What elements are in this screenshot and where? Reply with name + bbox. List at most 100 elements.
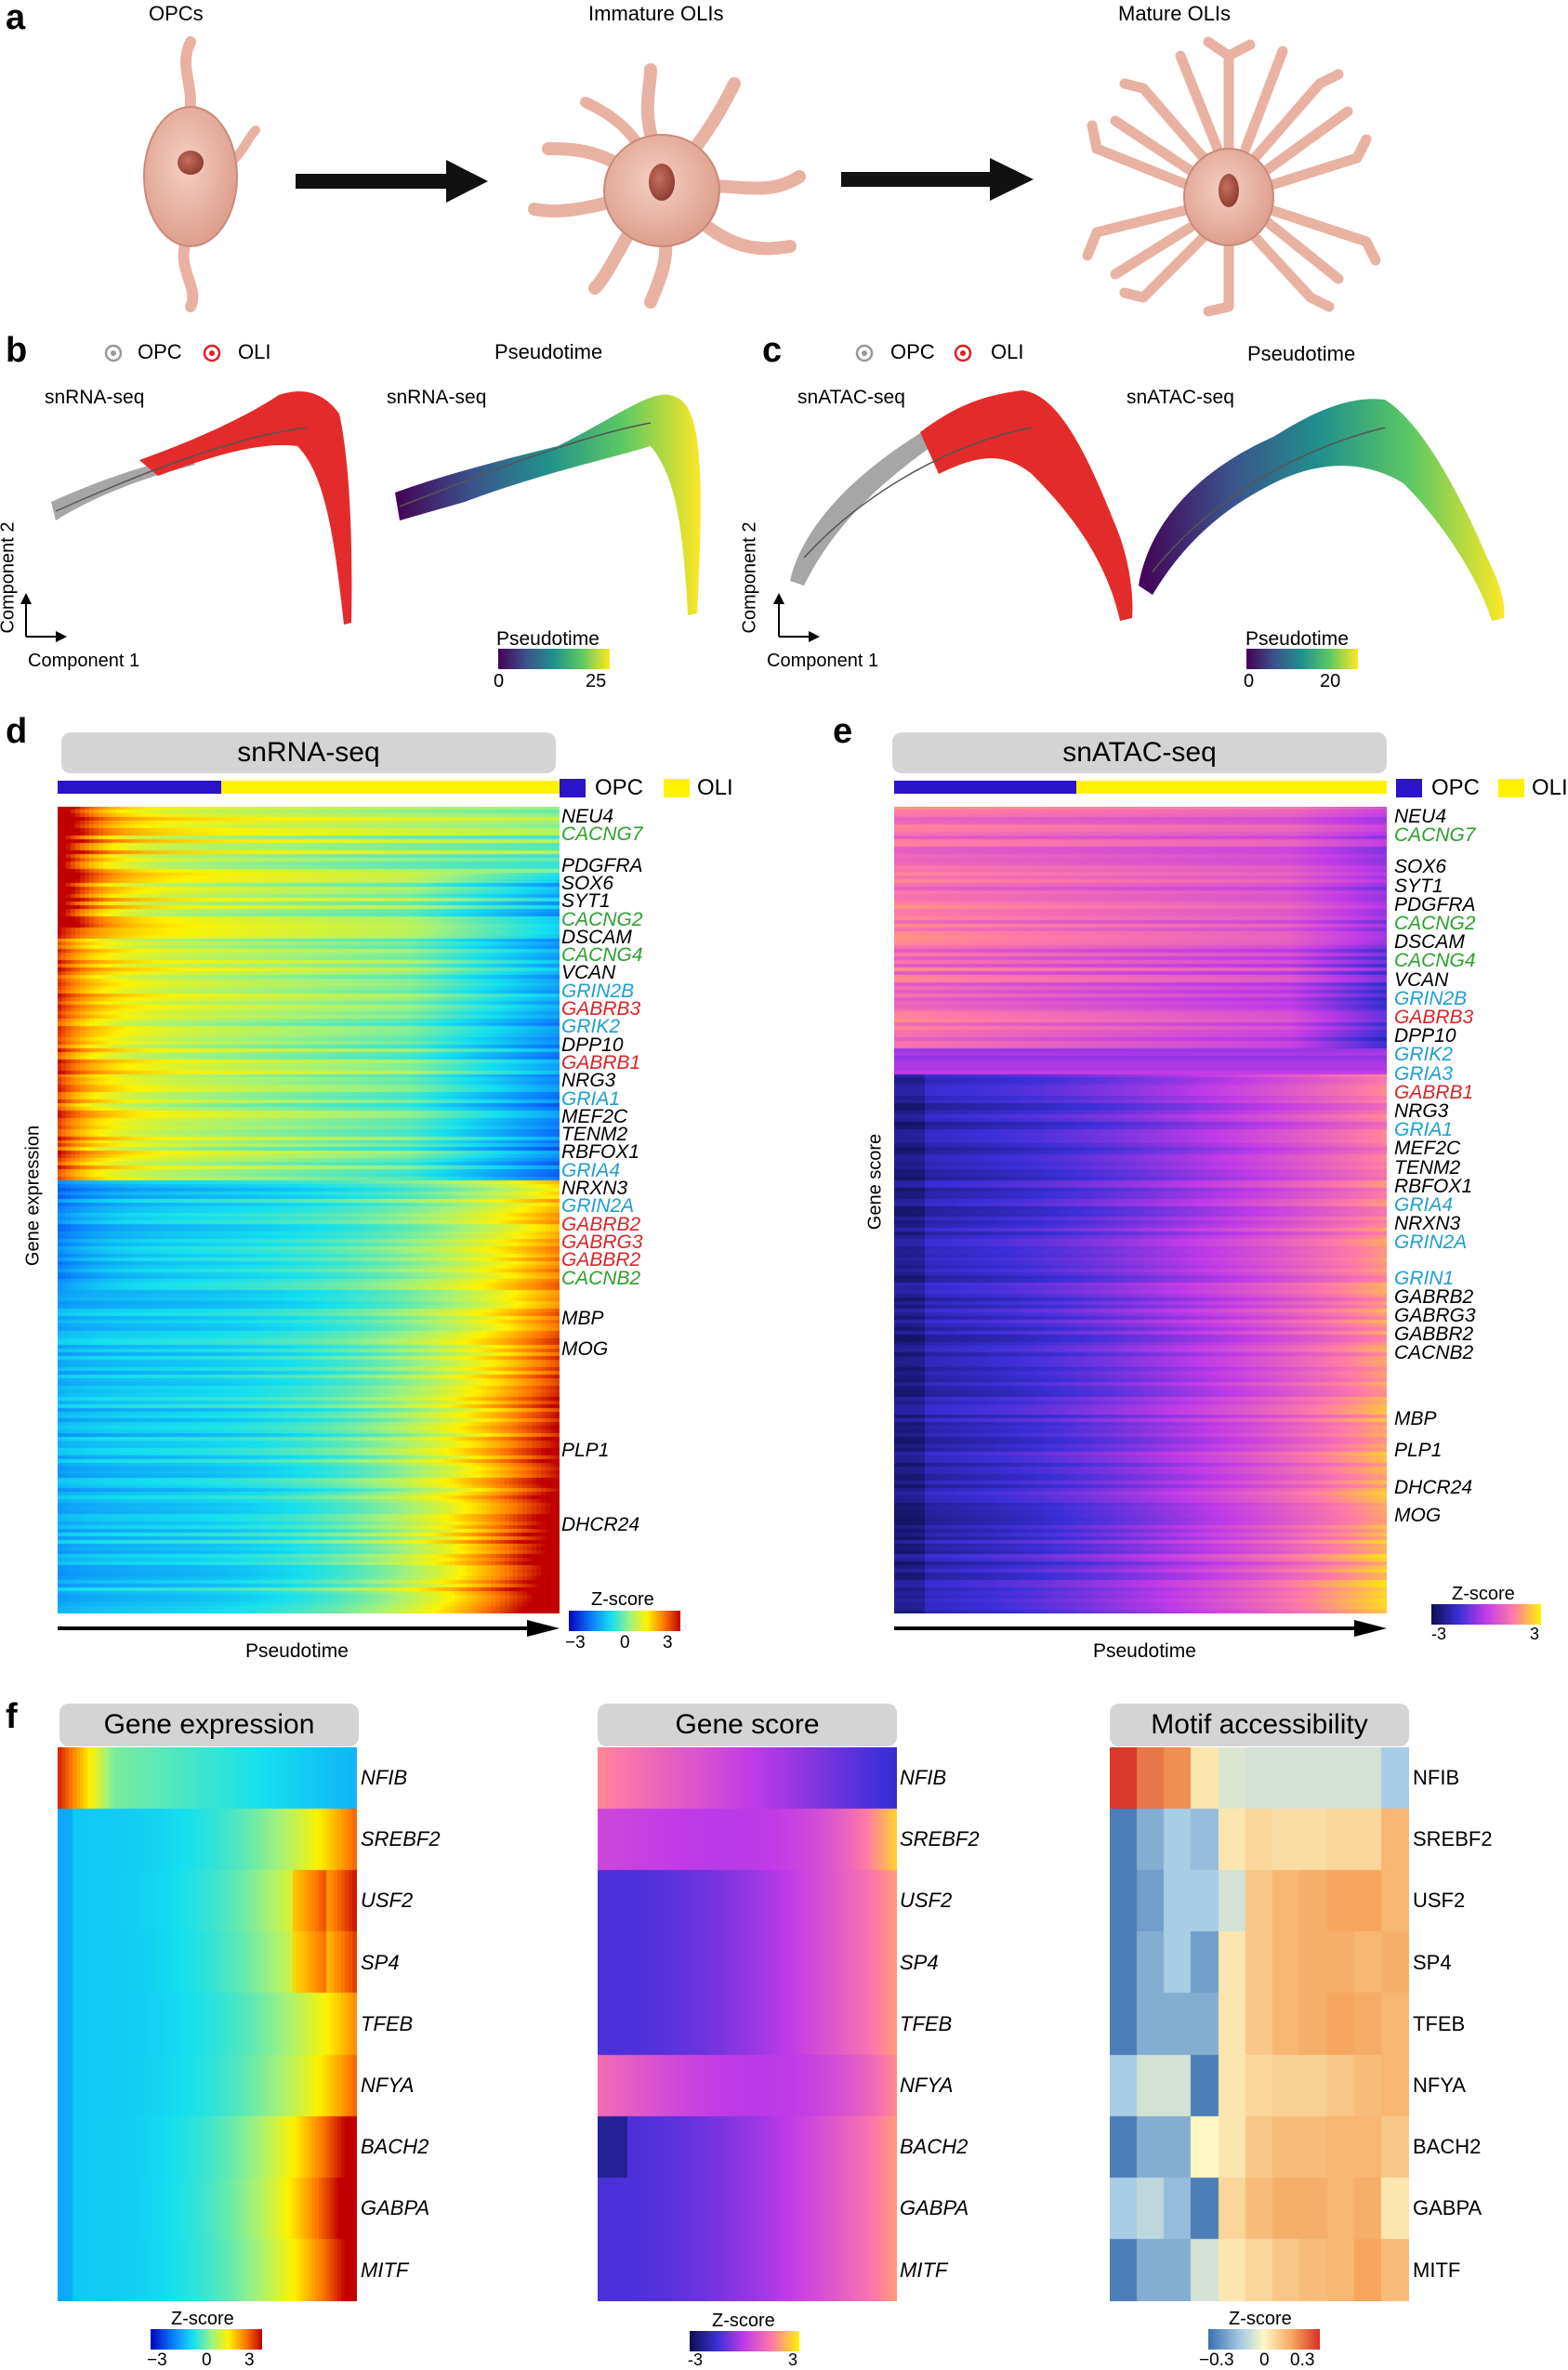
gene-label: DPP10 <box>1394 1025 1456 1047</box>
panel-f-colorbar-3-min: −0.3 <box>1199 2350 1234 2370</box>
tf-label: SP4 <box>900 1950 939 1974</box>
panel-e-pseudotime-arrow <box>894 1620 1387 1637</box>
panel-d-pseudotime-arrow <box>58 1620 560 1637</box>
gene-label: GRIA1 <box>1394 1119 1454 1141</box>
gene-label: GABRG3 <box>561 1231 643 1253</box>
gene-label: GRIN2B <box>561 980 635 1002</box>
panel-f-colorbar-2-title: Z-score <box>712 2311 775 2331</box>
gene-label: GABBR2 <box>1394 1323 1474 1346</box>
gene-label: GABRB1 <box>561 1051 641 1073</box>
panel-b-header-pseudotime: Pseudotime <box>494 340 603 363</box>
panel-b-axis-x: Component 1 <box>28 651 140 671</box>
gene-label: GRIN2A <box>561 1195 635 1218</box>
gene-label: NRG3 <box>561 1070 616 1092</box>
gene-label: VCAN <box>1394 968 1449 991</box>
panel-e-colorbar-min: -3 <box>1431 1625 1447 1643</box>
panel-b-left-title: snRNA-seq <box>45 387 145 408</box>
panel-b-colorbar <box>498 649 610 669</box>
panel-b-trajectory-plots <box>20 391 701 669</box>
tf-label: SP4 <box>361 1950 400 1974</box>
panel-d-colorbar-min: −3 <box>565 1633 586 1652</box>
panel-e-label: e <box>833 712 853 751</box>
panel-d-cell-type-bar <box>58 781 560 794</box>
immature-oli-cell <box>528 63 806 309</box>
panel-d-legend-swatches <box>560 779 690 797</box>
gene-label: GRIK2 <box>561 1016 621 1038</box>
panel-d-heatmap <box>58 807 560 1613</box>
panel-b-legend-oli: OLI <box>238 340 271 363</box>
gene-label: RBFOX1 <box>1394 1175 1473 1197</box>
gene-label: SOX6 <box>561 872 614 894</box>
tf-label: USF2 <box>361 1889 414 1913</box>
panel-e-colorbar <box>1431 1604 1541 1625</box>
arrow-immature-to-mature <box>841 158 1034 201</box>
opc-cells-scatter <box>790 428 939 586</box>
panel-e-y-label: Gene score <box>864 1133 886 1231</box>
oli-cells-scatter <box>920 390 1133 621</box>
panel-e-heatmap <box>894 807 1387 1613</box>
tf-label: BACH2 <box>361 2135 429 2159</box>
tf-label: MITF <box>900 2258 948 2282</box>
panel-f-gene-expression-heatmap <box>58 1747 357 2301</box>
gene-label: CACNG2 <box>1394 913 1476 934</box>
gene-label: SOX6 <box>1394 856 1447 878</box>
gene-label: NRXN3 <box>1394 1213 1461 1235</box>
panel-f-colorbar-1-min: −3 <box>147 2350 167 2370</box>
panel-d-label: d <box>6 712 28 751</box>
gene-label: GABRB1 <box>1394 1081 1474 1103</box>
gene-label: CACNB2 <box>1394 1342 1474 1364</box>
tf-label: BACH2 <box>900 2135 968 2159</box>
panel-f-colorbar-3-title: Z-score <box>1229 2309 1292 2329</box>
panel-c-legend-opc: OPC <box>890 340 935 363</box>
tf-label: USF2 <box>900 1889 953 1913</box>
gene-label: MBP <box>561 1307 604 1329</box>
panel-c-colorbar-min: 0 <box>1244 671 1255 691</box>
panel-d-legend-oli: OLI <box>697 775 733 800</box>
tf-label: NFIB <box>361 1766 408 1789</box>
cell-differentiation-illustration <box>143 36 1381 317</box>
panel-d-colorbar-title: Z-score <box>591 1589 654 1610</box>
panel-d-colorbar-mid: 0 <box>620 1633 630 1652</box>
panel-d-y-label: Gene expression <box>22 1125 44 1267</box>
gene-label: NRG3 <box>1394 1100 1449 1122</box>
gene-label: GABBR2 <box>561 1249 641 1271</box>
panel-f-colorbar-2-min: -3 <box>688 2350 704 2369</box>
panel-e-colorbar-max: 3 <box>1530 1625 1540 1643</box>
gene-label: DSCAM <box>1394 931 1465 954</box>
gene-label: NRXN3 <box>561 1178 628 1199</box>
panel-f-colorbar-3 <box>1208 2329 1320 2350</box>
panel-f-colorbar-3-max: 0.3 <box>1290 2350 1315 2370</box>
panel-b-axis-y: Component 2 <box>0 521 19 634</box>
stage-label-immature: Immature OLIs <box>588 2 724 25</box>
tf-label: USF2 <box>1413 1889 1466 1913</box>
tf-label: TFEB <box>361 2011 414 2035</box>
gene-label: CACNG7 <box>561 823 643 846</box>
gene-label: VCAN <box>561 962 616 984</box>
panel-f-colorbar-1-max: 3 <box>244 2350 255 2370</box>
panel-f-tf-labels-3: NFIB SREBF2 USF2 SP4 TFEB NFYA BACH2 GABPA MITF <box>1413 1747 1524 2301</box>
panel-e-legend-swatches <box>1396 779 1524 797</box>
tf-label: GABPA <box>900 2196 969 2220</box>
panel-f-title-gene-expression: Gene expression <box>59 1704 359 1746</box>
panel-f-title-gene-score: Gene score <box>598 1704 897 1746</box>
panel-e-legend-oli: OLI <box>1532 775 1568 800</box>
tf-label: NFYA <box>900 2074 954 2097</box>
panel-c-label: c <box>762 331 783 370</box>
panel-b-colorbar-min: 0 <box>494 671 505 691</box>
tf-label: MITF <box>361 2258 409 2282</box>
panel-e-gene-labels: NEU4 CACNG7 SOX6 SYT1 PDGFRA CACNG2 DSCAM CACNG… <box>1394 807 1524 1613</box>
panel-e-x-label: Pseudotime <box>1093 1640 1196 1662</box>
panel-d-title: snRNA-seq <box>61 732 556 773</box>
panel-f-tf-labels-2: NFIB SREBF2 USF2 SP4 TFEB NFYA BACH2 GABPA MITF <box>900 1747 1011 2301</box>
gene-label: RBFOX1 <box>561 1141 640 1164</box>
gene-label: CACNB2 <box>561 1267 641 1289</box>
panel-c-left-title: snATAC-seq <box>797 387 905 408</box>
panel-e-cell-type-bar <box>894 781 1387 794</box>
panel-f-colorbar-1-title: Z-score <box>171 2309 234 2329</box>
gene-label: MOG <box>561 1338 609 1361</box>
panel-c-colorbar-title: Pseudotime <box>1245 628 1349 650</box>
panel-f-colorbar-1-mid: 0 <box>202 2350 212 2370</box>
gene-label: MEF2C <box>561 1105 628 1127</box>
panel-c-axis-y: Component 2 <box>739 521 760 634</box>
gene-label: MOG <box>1394 1505 1442 1527</box>
